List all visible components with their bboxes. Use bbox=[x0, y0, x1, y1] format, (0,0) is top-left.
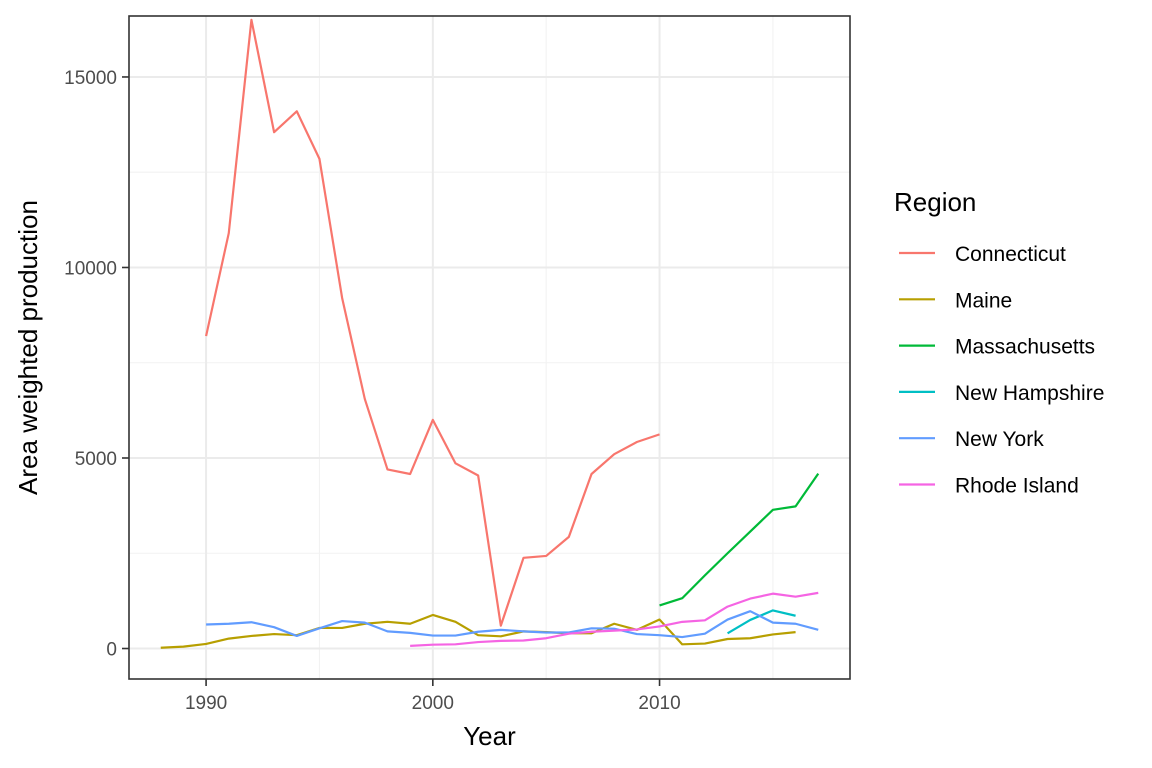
series-line-massachusetts bbox=[659, 472, 820, 607]
plot-background bbox=[129, 16, 850, 679]
y-tick-label: 0 bbox=[106, 640, 117, 661]
legend-label-new-hampshire: New Hampshire bbox=[955, 382, 1104, 405]
y-axis: 0 5000 10000 15000 bbox=[64, 68, 129, 661]
y-tick-label: 10000 bbox=[64, 258, 117, 279]
legend-title: Region bbox=[894, 187, 976, 217]
plot-border bbox=[128, 15, 851, 680]
x-tick-label: 2000 bbox=[412, 693, 454, 714]
x-tick-label: 2010 bbox=[638, 693, 680, 714]
legend-label-new-york: New York bbox=[955, 428, 1044, 451]
y-tick-label: 15000 bbox=[64, 68, 117, 89]
series-line-new-york bbox=[206, 610, 819, 639]
legend-label-connecticut: Connecticut bbox=[955, 243, 1066, 266]
series-line-rhode-island bbox=[410, 591, 819, 647]
y-axis-title: Area weighted production bbox=[13, 200, 43, 495]
grid-minor bbox=[129, 16, 850, 679]
x-axis: 1990 2000 2010 bbox=[185, 679, 681, 714]
x-axis-title: Year bbox=[463, 721, 516, 751]
legend-label-rhode-island: Rhode Island bbox=[955, 475, 1079, 498]
legend-label-massachusetts: Massachusetts bbox=[955, 336, 1095, 359]
legend-items: Connecticut Maine Massachusetts New Hampshi… bbox=[899, 243, 1104, 498]
x-tick-label: 1990 bbox=[185, 693, 227, 714]
grid-major bbox=[129, 16, 850, 679]
series-lines bbox=[160, 18, 820, 649]
series-line-connecticut bbox=[205, 18, 660, 627]
series-line-new-hampshire bbox=[727, 609, 796, 635]
legend-label-maine: Maine bbox=[955, 289, 1012, 312]
series-line-maine bbox=[160, 613, 796, 649]
legend: Region Connecticut Maine Massachusetts New … bbox=[894, 187, 1104, 498]
y-tick-label: 5000 bbox=[75, 449, 117, 470]
